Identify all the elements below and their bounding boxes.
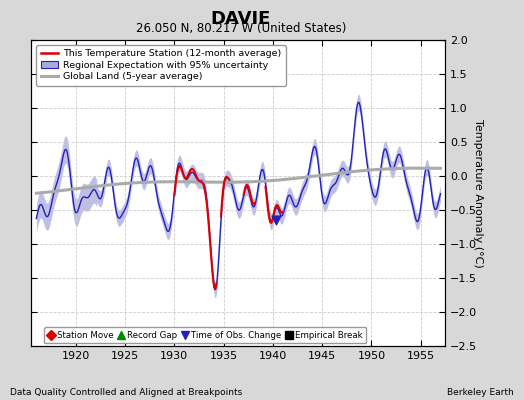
Text: Berkeley Earth: Berkeley Earth	[447, 388, 514, 397]
Text: Data Quality Controlled and Aligned at Breakpoints: Data Quality Controlled and Aligned at B…	[10, 388, 243, 397]
Text: 26.050 N, 80.217 W (United States): 26.050 N, 80.217 W (United States)	[136, 22, 346, 35]
Legend: Station Move, Record Gap, Time of Obs. Change, Empirical Break: Station Move, Record Gap, Time of Obs. C…	[44, 327, 366, 343]
Y-axis label: Temperature Anomaly (°C): Temperature Anomaly (°C)	[473, 119, 483, 267]
Point	[271, 217, 280, 223]
Text: DAVIE: DAVIE	[211, 10, 271, 28]
